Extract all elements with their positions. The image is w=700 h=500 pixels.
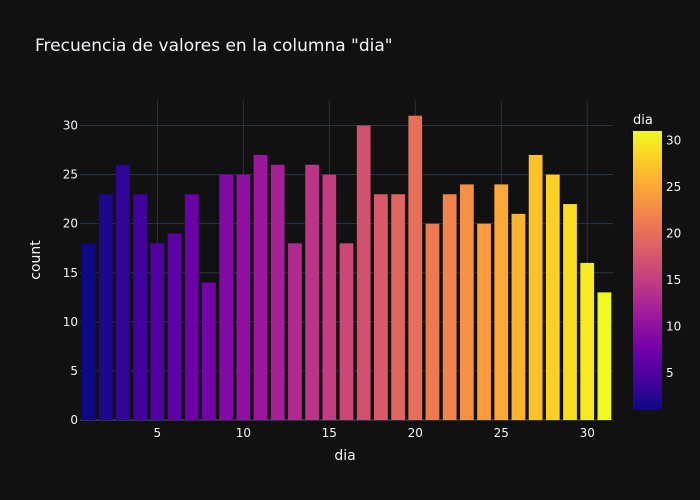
y-tick-label: 0 [70, 413, 78, 427]
bar[interactable] [528, 154, 543, 420]
bar[interactable] [288, 243, 302, 420]
bar[interactable] [305, 164, 319, 420]
bar[interactable] [391, 194, 405, 420]
bar[interactable] [580, 262, 595, 420]
y-tick-labels: 0 5 10 15 20 25 30 [63, 119, 78, 427]
x-tick-label: 15 [322, 426, 337, 440]
colorbar-tick-label: 30 [666, 133, 681, 147]
y-tick-label: 20 [63, 217, 78, 231]
bar[interactable] [270, 164, 285, 420]
bar[interactable] [339, 243, 354, 420]
bar[interactable] [236, 174, 251, 420]
x-axis-title: dia [334, 448, 355, 464]
colorbar: dia 5 10 15 20 25 30 [633, 113, 681, 410]
bar[interactable] [374, 194, 388, 420]
y-tick-label: 5 [70, 364, 78, 378]
bar[interactable] [322, 174, 337, 420]
bar[interactable] [184, 194, 199, 420]
bar[interactable] [116, 164, 130, 420]
bar[interactable] [545, 174, 560, 420]
y-tick-label: 25 [63, 168, 78, 182]
x-tick-labels: 5 10 15 20 25 30 [154, 426, 595, 440]
bar[interactable] [133, 194, 148, 420]
y-tick-label: 30 [63, 119, 78, 133]
bar[interactable] [494, 184, 509, 420]
x-tick-label: 30 [580, 426, 595, 440]
bar[interactable] [425, 223, 440, 420]
y-axis-title: count [28, 240, 44, 280]
x-tick-label: 5 [154, 426, 162, 440]
bar[interactable] [477, 223, 491, 420]
colorbar-tick-label: 5 [666, 366, 674, 380]
bars [81, 115, 612, 421]
y-tick-label: 10 [63, 315, 78, 329]
bar[interactable] [511, 213, 526, 420]
colorbar-tick-label: 15 [666, 273, 681, 287]
bar[interactable] [98, 194, 113, 420]
bar[interactable] [219, 174, 234, 420]
bar[interactable] [81, 243, 96, 420]
bar[interactable] [442, 194, 457, 420]
bar[interactable] [202, 282, 216, 420]
colorbar-title: dia [633, 113, 653, 128]
bar[interactable] [597, 292, 612, 420]
y-tick-label: 15 [63, 266, 78, 280]
bar[interactable] [150, 243, 165, 420]
colorbar-gradient [633, 131, 662, 410]
bar[interactable] [253, 154, 268, 420]
x-tick-label: 10 [236, 426, 251, 440]
bar[interactable] [563, 204, 577, 420]
bar[interactable] [167, 233, 182, 420]
colorbar-tick-label: 10 [666, 319, 681, 333]
colorbar-tick-labels: 5 10 15 20 25 30 [666, 133, 681, 379]
colorbar-tick-label: 25 [666, 180, 681, 194]
colorbar-tick-label: 20 [666, 226, 681, 240]
bar[interactable] [356, 125, 371, 420]
bar[interactable] [408, 115, 423, 421]
bar[interactable] [459, 184, 474, 420]
chart-title: Frecuencia de valores en la columna "dia… [35, 36, 393, 56]
x-tick-label: 20 [408, 426, 423, 440]
x-tick-label: 25 [494, 426, 509, 440]
